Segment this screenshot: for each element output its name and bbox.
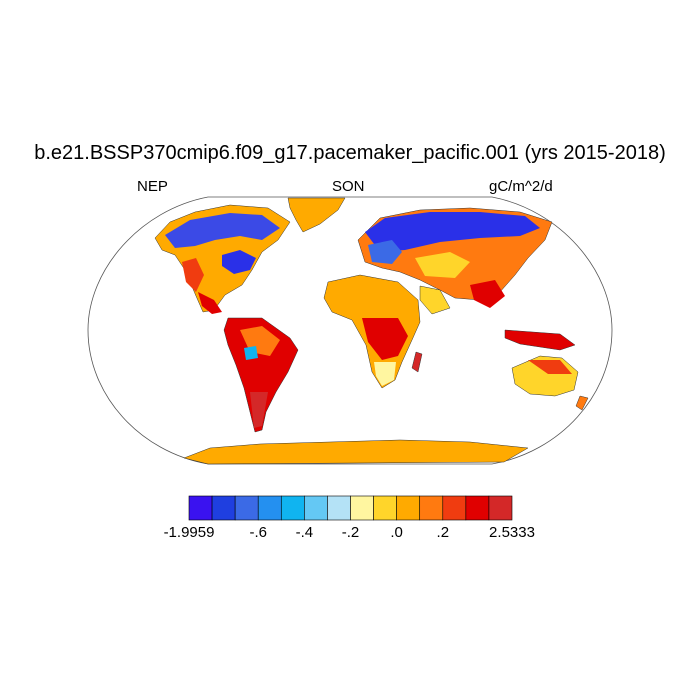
colorbar-tick-label: -1.9959	[163, 524, 215, 541]
colorbar	[188, 495, 513, 521]
colorbar-swatch	[257, 495, 282, 521]
colorbar-tick-label: .2	[436, 524, 450, 541]
variable-label: NEP	[137, 178, 168, 195]
colorbar-swatch	[304, 495, 328, 521]
new-zealand	[575, 395, 589, 411]
arabia	[419, 285, 451, 315]
colorbar-swatch	[211, 495, 236, 521]
colorbar-swatch	[373, 495, 397, 521]
colorbar-swatch	[327, 495, 351, 521]
colorbar-tick-label: -.4	[295, 524, 314, 541]
colorbar-swatch	[188, 495, 213, 521]
colorbar-swatch	[488, 495, 513, 521]
colorbar-tick-label: 2.5333	[489, 524, 535, 541]
colorbar-swatch	[350, 495, 374, 521]
colorbar-swatch	[396, 495, 421, 521]
central-asia-yellow	[415, 252, 470, 278]
europe-blue	[368, 240, 402, 264]
colorbar-swatch	[234, 495, 259, 521]
mexico-red	[198, 292, 222, 314]
antarctica	[183, 439, 529, 465]
colorbar-tick-label: -.6	[249, 524, 267, 541]
colorbar-swatch	[465, 495, 490, 521]
indonesia	[504, 329, 576, 351]
na-west-red	[182, 258, 204, 292]
africa-south-yellow	[374, 362, 396, 386]
season-label: SON	[332, 178, 365, 195]
sa-south-red	[250, 392, 268, 428]
plot-title: b.e21.BSSP370cmip6.f09_g17.pacemaker_pac…	[34, 142, 666, 164]
eurasia-boreal-uptake	[365, 212, 540, 252]
sa-blue-patch	[244, 346, 258, 360]
australia-north-red	[528, 360, 572, 374]
madagascar	[411, 351, 423, 373]
greenland	[287, 197, 346, 233]
colorbar-swatch	[280, 495, 305, 521]
units-label: gC/m^2/d	[489, 178, 553, 195]
colorbar-swatch	[442, 495, 467, 521]
south-asia-red	[470, 280, 505, 308]
na-boreal-uptake	[165, 213, 280, 248]
colorbar-swatch	[419, 495, 444, 521]
na-east-uptake	[222, 250, 256, 274]
colorbar-tick-label: -.2	[341, 524, 360, 541]
colorbar-tick-label: .0	[390, 524, 403, 541]
africa-central-red	[362, 318, 408, 360]
south-america	[223, 317, 299, 433]
